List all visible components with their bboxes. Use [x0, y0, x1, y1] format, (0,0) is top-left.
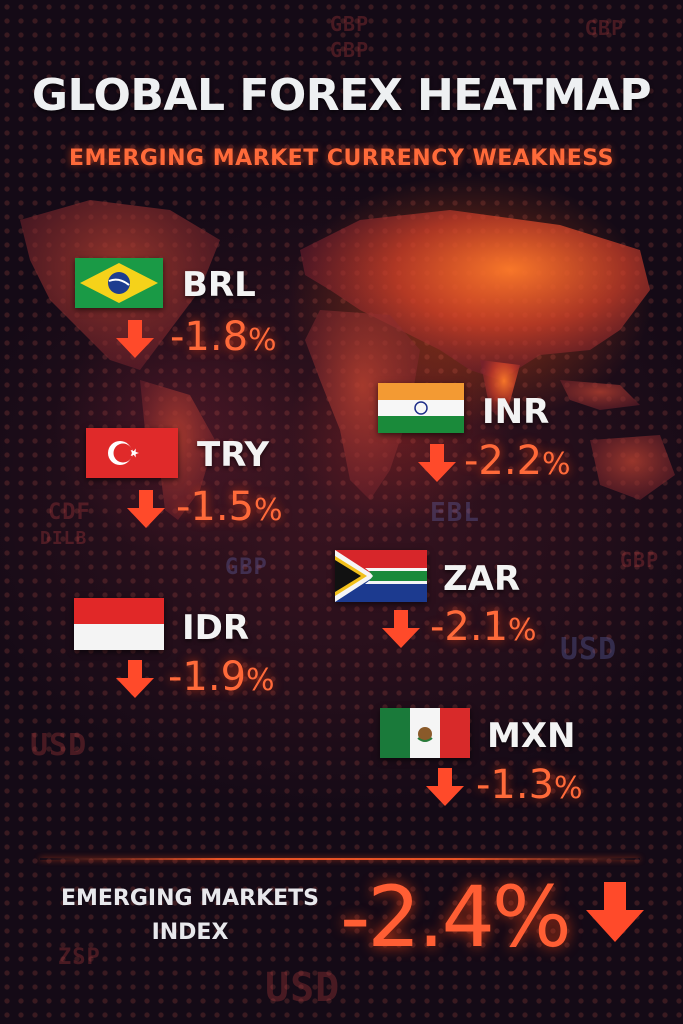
- currency-code: MXN: [487, 716, 576, 756]
- currency-change: -1.8%: [170, 314, 277, 360]
- currency-code: ZAR: [443, 559, 521, 599]
- currency-change: -2.1%: [430, 604, 537, 650]
- divider-line: [40, 858, 640, 860]
- mexico-flag: [380, 708, 470, 758]
- currency-change: -2.2%: [464, 438, 571, 484]
- page-title: GLOBAL FOREX HEATMAP: [31, 70, 652, 121]
- background-word: GBP: [225, 555, 268, 580]
- southeast-asia-shape: [560, 380, 640, 410]
- background-word: ZSP: [58, 945, 101, 970]
- index-label: EMERGING MARKETS INDEX: [40, 882, 340, 950]
- south-africa-flag: [335, 550, 427, 602]
- background-word: GBP: [620, 548, 660, 572]
- down-arrow-icon: [127, 490, 165, 528]
- brazil-flag: [75, 258, 163, 308]
- turkey-flag: [86, 428, 178, 478]
- index-label-line: INDEX: [151, 920, 229, 945]
- africa-shape: [305, 310, 420, 500]
- down-arrow-icon: [382, 610, 420, 648]
- currency-code: INR: [482, 392, 550, 432]
- background-word: CDF: [48, 500, 91, 525]
- index-label-line: EMERGING MARKETS: [60, 886, 320, 911]
- background-word: USD: [265, 965, 341, 1011]
- background-word: USD: [30, 728, 88, 763]
- down-arrow-icon: [426, 768, 464, 806]
- currency-change: -1.5%: [176, 484, 283, 530]
- down-arrow-icon: [418, 444, 456, 482]
- eurasia-shape: [300, 210, 650, 380]
- currency-code: BRL: [182, 265, 256, 305]
- currency-code: TRY: [197, 435, 270, 475]
- india-shape: [480, 360, 520, 420]
- currency-code: IDR: [182, 608, 250, 648]
- indonesia-flag: [74, 598, 164, 650]
- background-word: GBP: [330, 12, 370, 36]
- india-flag: [378, 383, 464, 433]
- currency-change: -1.9%: [168, 654, 275, 700]
- down-arrow-icon: [116, 660, 154, 698]
- background-word: EBL: [430, 498, 480, 528]
- page-subtitle: EMERGING MARKET CURRENCY WEAKNESS: [69, 146, 614, 171]
- currency-change: -1.3%: [476, 762, 583, 808]
- australia-shape: [590, 435, 675, 500]
- background-word: DILB: [40, 528, 88, 549]
- background-word: USD: [560, 632, 618, 667]
- down-arrow-icon: [116, 320, 154, 358]
- background-word: GBP: [585, 16, 625, 40]
- background-word: GBP: [330, 38, 370, 62]
- index-value: -2.4%: [340, 868, 572, 966]
- down-arrow-icon: [586, 882, 644, 942]
